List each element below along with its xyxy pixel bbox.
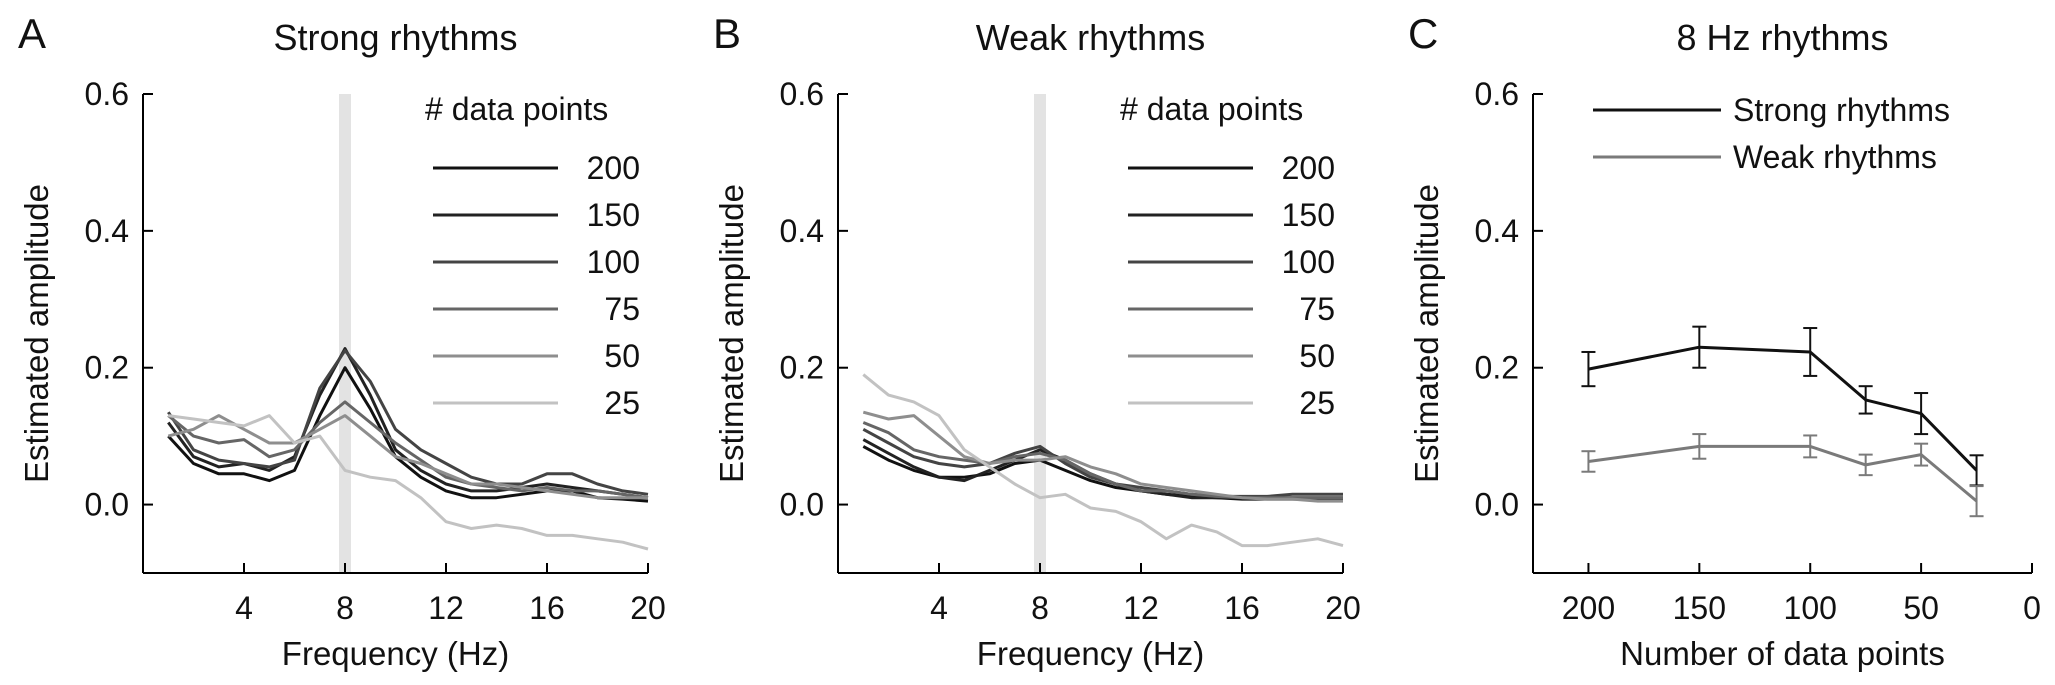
y-tick-label: 0.2 — [85, 350, 129, 386]
legend-title: # data points — [1120, 91, 1303, 127]
x-tick-label: 16 — [529, 590, 565, 626]
legend-label: 100 — [587, 244, 640, 280]
series-line-100 — [862, 427, 1343, 498]
legend-label: 25 — [1299, 385, 1335, 421]
y-tick-label: 0.6 — [780, 76, 824, 112]
y-tick-label: 0.4 — [780, 213, 824, 249]
x-tick-label: 12 — [428, 590, 464, 626]
legend-label: 75 — [604, 291, 640, 327]
legend-label: 150 — [587, 197, 640, 233]
x-tick-label: 4 — [235, 590, 253, 626]
x-tick-label: 0 — [2023, 590, 2041, 626]
panel-b: B Weak rhythms 0.0 0.2 0.4 0.6 4 8 12 16 20 Frequen… — [713, 10, 1361, 672]
highlight-band — [1034, 94, 1046, 573]
series-line-150 — [862, 438, 1343, 500]
x-tick-label: 20 — [1325, 590, 1361, 626]
x-tick-label: 200 — [1562, 590, 1615, 626]
legend-label: 100 — [1282, 244, 1335, 280]
series-line-200 — [167, 366, 649, 503]
y-tick-label: 0.0 — [780, 487, 824, 523]
x-tick-label: 8 — [336, 590, 354, 626]
y-tick-label: 0.2 — [1475, 350, 1519, 386]
x-tick-label: 16 — [1224, 590, 1260, 626]
legend-label: 75 — [1299, 291, 1335, 327]
x-axis-label: Number of data points — [1620, 635, 1945, 672]
legend-label: 200 — [1282, 150, 1335, 186]
legend-label: 150 — [1282, 197, 1335, 233]
panel-c: C 8 Hz rhythms 0.0 0.2 0.4 0.6 200 150 100 50 0 Num… — [1408, 10, 2041, 672]
x-axis-label: Frequency (Hz) — [282, 635, 509, 672]
series-line-strong-rhythms — [1588, 345, 1978, 472]
panel-title: Weak rhythms — [976, 17, 1205, 58]
legend-label: 50 — [604, 338, 640, 374]
y-axis-label: Estimated amplitude — [1408, 184, 1445, 483]
legend-label: 50 — [1299, 338, 1335, 374]
y-tick-label: 0.6 — [1475, 76, 1519, 112]
legend-label: 200 — [587, 150, 640, 186]
x-axis-label: Frequency (Hz) — [977, 635, 1204, 672]
x-tick-label: 150 — [1673, 590, 1726, 626]
x-tick-label: 50 — [1903, 590, 1939, 626]
panel-a: A Strong rhythms 0.0 0.2 0.4 0.6 4 8 12 16 20 Frequ… — [18, 10, 666, 672]
panel-title: Strong rhythms — [273, 17, 517, 58]
x-tick-label: 12 — [1123, 590, 1159, 626]
series-line-75 — [167, 400, 649, 500]
legend-label: Weak rhythms — [1733, 139, 1937, 175]
legend-label: Strong rhythms — [1733, 92, 1950, 128]
y-tick-label: 0.4 — [1475, 213, 1519, 249]
y-tick-label: 0.4 — [85, 213, 129, 249]
y-tick-label: 0.2 — [780, 350, 824, 386]
x-tick-label: 4 — [930, 590, 948, 626]
legend-title: # data points — [425, 91, 608, 127]
y-axis-label: Estimated amplitude — [713, 184, 750, 483]
y-axis-label: Estimated amplitude — [18, 184, 55, 483]
legend-label: 25 — [604, 385, 640, 421]
panel-letter: A — [18, 10, 46, 57]
y-tick-label: 0.0 — [1475, 487, 1519, 523]
series-line-50 — [167, 414, 648, 500]
series-line-50 — [862, 410, 1343, 503]
series-line-25 — [168, 414, 649, 551]
panel-letter: C — [1408, 10, 1438, 57]
highlight-band — [339, 94, 351, 573]
y-tick-label: 0.6 — [85, 76, 129, 112]
x-tick-label: 8 — [1031, 590, 1049, 626]
panel-title: 8 Hz rhythms — [1676, 17, 1888, 58]
series-line-weak-rhythms — [1588, 444, 1978, 503]
series-line-25 — [862, 373, 1344, 548]
x-tick-label: 20 — [630, 590, 666, 626]
y-tick-label: 0.0 — [85, 487, 129, 523]
panel-letter: B — [713, 10, 741, 57]
x-tick-label: 100 — [1784, 590, 1837, 626]
series-line-100 — [167, 349, 649, 496]
